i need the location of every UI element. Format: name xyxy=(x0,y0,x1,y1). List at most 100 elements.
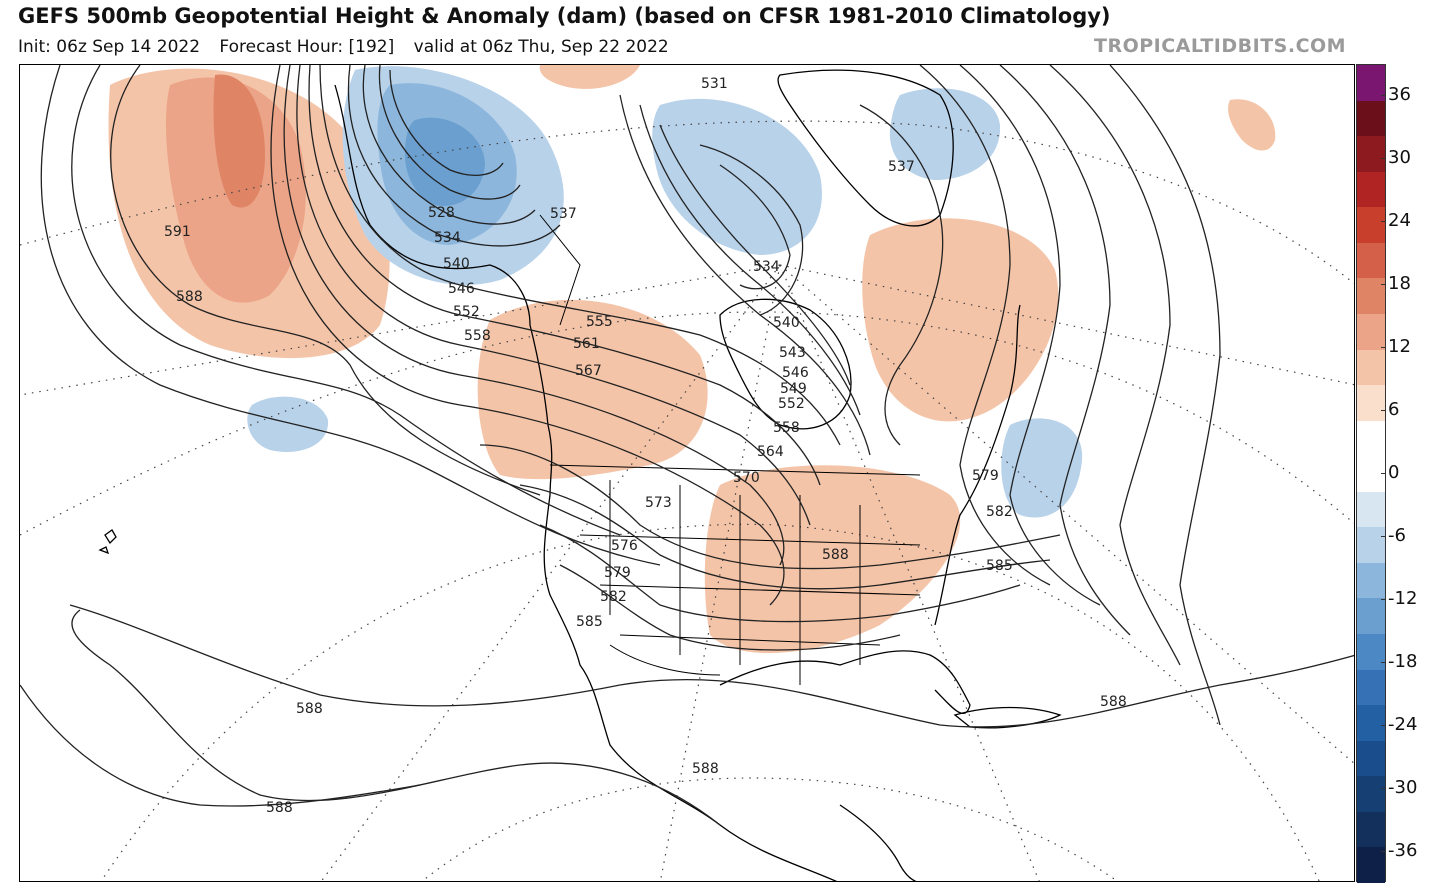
contour-label-558: 558 xyxy=(464,328,491,344)
colorbar-segment xyxy=(1357,100,1385,137)
negative-anomaly-atlantic xyxy=(1001,418,1083,518)
colorbar-tick-label: -24 xyxy=(1388,714,1418,735)
colorbar-tick-label: 30 xyxy=(1388,147,1411,168)
negative-anomaly-alaska-core xyxy=(405,117,485,206)
contour-label-534b: 534 xyxy=(753,259,780,275)
valid-time: valid at 06z Thu, Sep 22 2022 xyxy=(413,37,669,57)
gulf-coast xyxy=(719,650,971,714)
contour-label-588b: 588 xyxy=(822,547,849,563)
colorbar-tick-mark xyxy=(1381,788,1386,789)
contour-label-528: 528 xyxy=(428,205,455,221)
colorbar-segment xyxy=(1357,847,1385,884)
contour-label-534: 534 xyxy=(434,230,461,246)
colorbar-tick-mark xyxy=(1381,221,1386,222)
colorbar-segment xyxy=(1357,385,1385,422)
colorbar-segment xyxy=(1357,420,1385,457)
contour-label-570: 570 xyxy=(733,470,760,486)
colorbar-tick-label: -12 xyxy=(1388,588,1418,609)
contour-label-552: 552 xyxy=(453,304,480,320)
contour-label-576: 576 xyxy=(611,538,638,554)
contour-label-579b: 579 xyxy=(972,468,999,484)
contour-label-543: 543 xyxy=(779,345,806,361)
contour-label-561: 561 xyxy=(573,336,600,352)
hawaii xyxy=(98,529,117,555)
contour-label-558b: 558 xyxy=(773,420,800,436)
contour-label-579: 579 xyxy=(604,565,631,581)
colorbar-tick-mark xyxy=(1381,725,1386,726)
colorbar-segment xyxy=(1357,562,1385,599)
positive-anomaly-us-east xyxy=(704,465,961,654)
contour-label-588c: 588 xyxy=(1100,694,1127,710)
contour-label-588d: 588 xyxy=(296,701,323,717)
colorbar-segment xyxy=(1357,669,1385,706)
contour-label-585b: 585 xyxy=(986,558,1013,574)
colorbar-segment xyxy=(1357,207,1385,244)
contour-label-564: 564 xyxy=(757,444,784,460)
colorbar-tick-mark xyxy=(1381,95,1386,96)
positive-anomaly-arctic xyxy=(539,65,640,89)
positive-anomaly-east-canada xyxy=(862,218,1059,422)
contour-label-537b: 537 xyxy=(888,159,915,175)
colorbar-segment xyxy=(1357,811,1385,848)
colorbar-segment xyxy=(1357,349,1385,386)
colorbar-segment xyxy=(1357,171,1385,208)
colorbar-tick-mark xyxy=(1381,410,1386,411)
contour-label-552b: 552 xyxy=(778,396,805,412)
contour-label-546: 546 xyxy=(448,281,475,297)
colorbar-segment xyxy=(1357,776,1385,813)
init-time: Init: 06z Sep 14 2022 xyxy=(18,37,201,57)
contour-label-549: 549 xyxy=(780,381,807,397)
positive-anomaly-atlantic-small xyxy=(1228,99,1276,151)
lat-lon-grid xyxy=(20,120,1354,881)
hudson-bay xyxy=(719,298,852,430)
colorbar-tick-mark xyxy=(1381,158,1386,159)
cuba xyxy=(953,706,1062,729)
page-title: GEFS 500mb Geopotential Height & Anomaly… xyxy=(18,4,1111,28)
height-contours xyxy=(20,65,1354,826)
colorbar-segment xyxy=(1357,527,1385,564)
contour-label-588: 588 xyxy=(176,289,203,305)
colorbar-segment xyxy=(1357,740,1385,777)
contour-label-567: 567 xyxy=(575,363,602,379)
forecast-hour: Forecast Hour: [192] xyxy=(219,37,395,57)
colorbar-segment xyxy=(1357,278,1385,315)
colorbar-segment xyxy=(1357,242,1385,279)
colorbar-tick-label: -18 xyxy=(1388,651,1418,672)
contour-label-582b: 582 xyxy=(986,504,1013,520)
colorbar-tick-mark xyxy=(1381,851,1386,852)
contour-label-588f: 588 xyxy=(266,800,293,816)
contour-label-546b: 546 xyxy=(782,365,809,381)
colorbar-segment xyxy=(1357,491,1385,528)
run-info: Init: 06z Sep 14 2022 Forecast Hour: [19… xyxy=(18,37,683,57)
colorbar-tick-label: 18 xyxy=(1388,273,1411,294)
colorbar-tick-label: 36 xyxy=(1388,84,1411,105)
contour-label-540: 540 xyxy=(443,256,470,272)
contour-label-540b: 540 xyxy=(773,315,800,331)
colorbar-segment xyxy=(1357,313,1385,351)
negative-anomaly-small-pacific xyxy=(247,396,329,452)
positive-anomaly-inner-pacific xyxy=(213,74,265,208)
colorbar-tick-mark xyxy=(1381,536,1386,537)
colorbar-segment xyxy=(1357,65,1385,102)
colorbar-tick-label: 0 xyxy=(1388,462,1400,483)
contour-labels: 591 588 528 534 540 546 552 558 537 531 … xyxy=(164,76,1127,816)
political-borders xyxy=(539,214,921,685)
colorbar-tick-label: 24 xyxy=(1388,210,1411,231)
colorbar-tick-label: 12 xyxy=(1388,336,1411,357)
contour-label-591: 591 xyxy=(164,224,191,240)
colorbar-segment xyxy=(1357,705,1385,742)
map-canvas: 591 588 528 534 540 546 552 558 537 531 … xyxy=(20,65,1354,881)
colorbar-tick-mark xyxy=(1381,284,1386,285)
colorbar-tick-mark xyxy=(1381,599,1386,600)
contour-label-585: 585 xyxy=(576,614,603,630)
map-panel: 591 588 528 534 540 546 552 558 537 531 … xyxy=(19,64,1355,882)
colorbar-tick-label: 6 xyxy=(1388,399,1400,420)
contour-label-555: 555 xyxy=(586,314,613,330)
anomaly-colorbar xyxy=(1356,64,1386,884)
colorbar-tick-label: -6 xyxy=(1388,525,1406,546)
colorbar-tick-mark xyxy=(1381,662,1386,663)
contour-label-531: 531 xyxy=(701,76,728,92)
colorbar-segment xyxy=(1357,598,1385,635)
colorbar-tick-mark xyxy=(1381,473,1386,474)
contour-label-537: 537 xyxy=(550,206,577,222)
